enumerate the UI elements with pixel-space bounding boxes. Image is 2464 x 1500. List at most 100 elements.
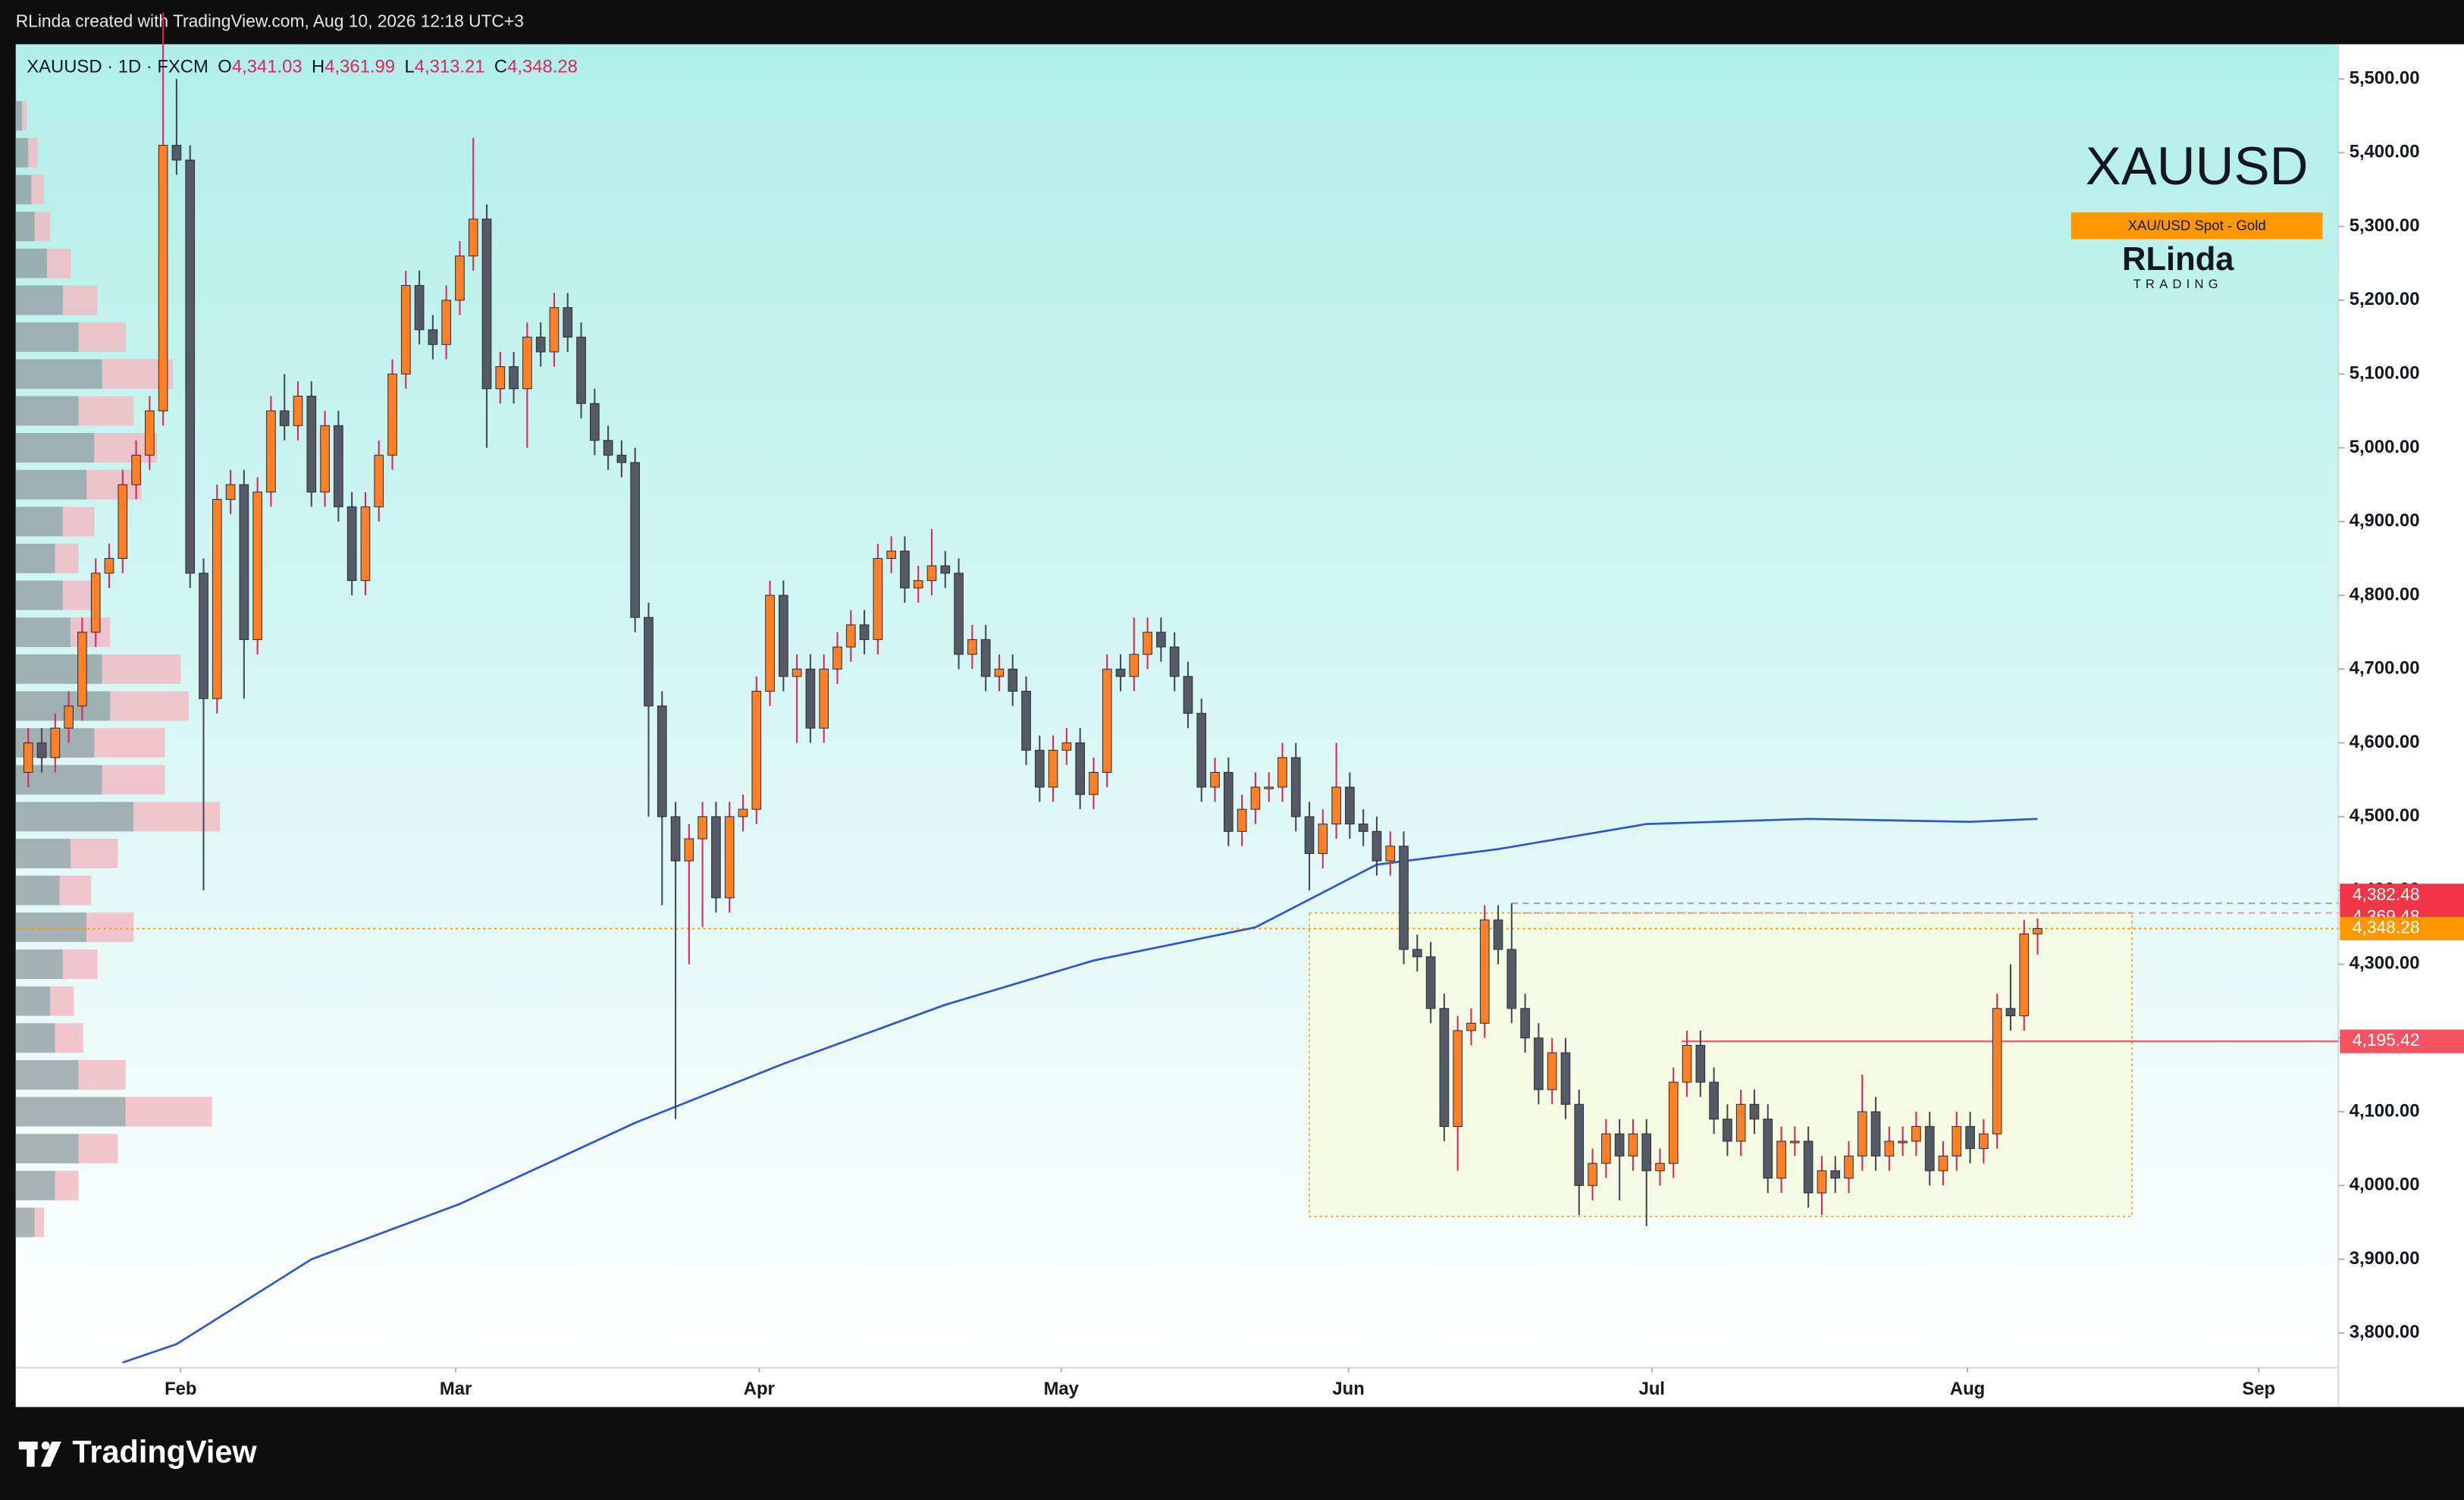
- candle-body: [2033, 927, 2042, 935]
- candle-body: [1560, 1052, 1571, 1105]
- profile-down: [15, 617, 71, 648]
- candle-body: [306, 395, 317, 493]
- candle-body: [1223, 771, 1234, 832]
- candle-body: [400, 284, 411, 375]
- x-tick-label: Jul: [1639, 1379, 1665, 1399]
- candle-body: [1169, 646, 1180, 677]
- price-label-box: [2340, 916, 2464, 941]
- candle-body: [576, 337, 586, 404]
- candle-body: [940, 565, 951, 574]
- candle-body: [1857, 1111, 1867, 1156]
- candle-body: [509, 366, 519, 390]
- candle-body: [1884, 1141, 1895, 1156]
- profile-up: [62, 949, 98, 979]
- symbol-legend: XAUUSD · 1D · FXCM O4,341.03 H4,361.99 L4,3…: [27, 57, 578, 77]
- candle-body: [1399, 846, 1409, 950]
- candle-body: [131, 454, 141, 485]
- ohlc-key: C: [494, 57, 507, 77]
- profile-up: [47, 248, 71, 278]
- candle-body: [1979, 1133, 1989, 1150]
- candle-body: [266, 410, 276, 493]
- candle-body: [1143, 632, 1152, 655]
- candle-body: [779, 595, 788, 677]
- candle-body: [481, 218, 492, 390]
- candle-body: [1763, 1119, 1773, 1179]
- y-tick-label: 3,800.00: [2350, 1322, 2420, 1342]
- candle-body: [724, 816, 735, 899]
- candle-body: [360, 506, 371, 582]
- candle-body: [23, 742, 33, 774]
- profile-down: [15, 469, 86, 500]
- candle-body: [1992, 1008, 2002, 1134]
- candle-body: [2005, 1008, 2016, 1017]
- profile-up: [55, 1170, 79, 1200]
- profile-down: [15, 1059, 79, 1090]
- candle-body: [1439, 1008, 1450, 1127]
- x-tick-label: Sep: [2242, 1379, 2275, 1399]
- candle-body: [387, 373, 397, 456]
- candle-body: [1102, 668, 1112, 774]
- candle-body: [1008, 668, 1018, 692]
- candle-body: [414, 284, 425, 331]
- candle-body: [1951, 1125, 1962, 1156]
- candle-body: [185, 159, 196, 574]
- price-label: 4,348.28: [2353, 917, 2420, 937]
- y-tick-label: 4,800.00: [2350, 584, 2420, 604]
- profile-down: [15, 248, 48, 278]
- chart-layer: 3,800.003,900.004,000.004,100.004,200.00…: [15, 12, 2464, 1399]
- profile-down: [15, 212, 35, 242]
- y-tick-label: 5,500.00: [2350, 67, 2420, 88]
- candle-body: [859, 624, 870, 640]
- candle-body: [1385, 846, 1396, 861]
- candle-body: [1965, 1125, 1975, 1150]
- candle-body: [171, 145, 182, 161]
- candle-body: [104, 557, 114, 574]
- logo-sub: TRADING: [2133, 277, 2223, 291]
- candle-body: [792, 668, 802, 677]
- candle-body: [873, 557, 883, 640]
- profile-down: [15, 322, 79, 353]
- x-tick-label: Mar: [440, 1379, 472, 1399]
- candle-body: [1749, 1103, 1760, 1120]
- candle-body: [346, 506, 357, 582]
- candle-body: [819, 668, 829, 729]
- profile-up: [71, 839, 118, 868]
- candle-body: [1034, 749, 1045, 788]
- candle-body: [616, 454, 627, 463]
- candle-body: [1790, 1141, 1800, 1144]
- candle-body: [441, 300, 451, 345]
- x-tick-label: Jun: [1332, 1379, 1364, 1399]
- candle-body: [495, 366, 506, 390]
- candle-body: [2019, 934, 2030, 1017]
- watermark-symbol: XAUUSD: [2086, 136, 2309, 196]
- ohlc-value: 4,361.99: [324, 57, 395, 77]
- ohlc-value: 4,348.28: [507, 57, 578, 77]
- profile-down: [15, 507, 63, 537]
- candle-body: [1844, 1155, 1854, 1179]
- candle-body: [145, 410, 155, 456]
- candle-body: [1372, 830, 1382, 861]
- candle-body: [1614, 1133, 1625, 1156]
- profile-up: [102, 654, 181, 684]
- y-tick-label: 4,600.00: [2350, 732, 2420, 752]
- profile-up: [125, 1097, 212, 1127]
- candle-body: [1534, 1037, 1544, 1090]
- candle-body: [1331, 786, 1341, 825]
- candle-body: [1304, 816, 1315, 855]
- candle-body: [1237, 808, 1247, 832]
- candle-body: [1089, 771, 1099, 796]
- candle-body: [1588, 1163, 1597, 1186]
- price-label-box: [2340, 883, 2464, 908]
- profile-down: [15, 949, 63, 979]
- candle-body: [1520, 1008, 1530, 1039]
- symbol: XAUUSD · 1D · FXCM: [27, 57, 208, 77]
- candle-body: [1129, 654, 1140, 677]
- profile-up: [78, 1059, 126, 1090]
- candle-body: [590, 403, 600, 441]
- profile-up: [110, 691, 189, 721]
- candle-body: [1453, 1030, 1463, 1127]
- profile-down: [15, 654, 102, 684]
- candle-body: [64, 705, 74, 729]
- candle-body: [1264, 786, 1274, 789]
